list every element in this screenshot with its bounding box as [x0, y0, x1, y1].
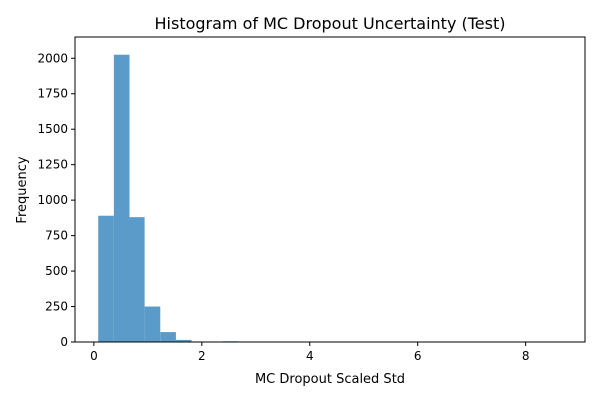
x-tick-label: 6 [414, 349, 422, 363]
y-tick-label: 1750 [37, 87, 68, 101]
y-tick-label: 1500 [37, 122, 68, 136]
y-tick-label: 500 [45, 264, 68, 278]
x-tick-label: 2 [198, 349, 206, 363]
histogram-bar [145, 307, 161, 342]
histogram-bar [160, 332, 176, 342]
chart-title: Histogram of MC Dropout Uncertainty (Tes… [155, 14, 506, 33]
y-tick-label: 750 [45, 229, 68, 243]
y-tick-label: 1250 [37, 158, 68, 172]
y-axis-label: Frequency [15, 156, 30, 223]
y-tick-label: 2000 [37, 51, 68, 65]
x-tick-label: 4 [306, 349, 314, 363]
y-tick-label: 0 [60, 335, 68, 349]
y-tick-label: 1000 [37, 193, 68, 207]
y-tick-label: 250 [45, 300, 68, 314]
x-tick-label: 0 [90, 349, 98, 363]
x-axis-label: MC Dropout Scaled Std [255, 372, 405, 387]
histogram-bar [114, 55, 130, 342]
histogram-bar [98, 216, 114, 342]
histogram-bar [130, 217, 145, 342]
x-tick-label: 8 [522, 349, 530, 363]
